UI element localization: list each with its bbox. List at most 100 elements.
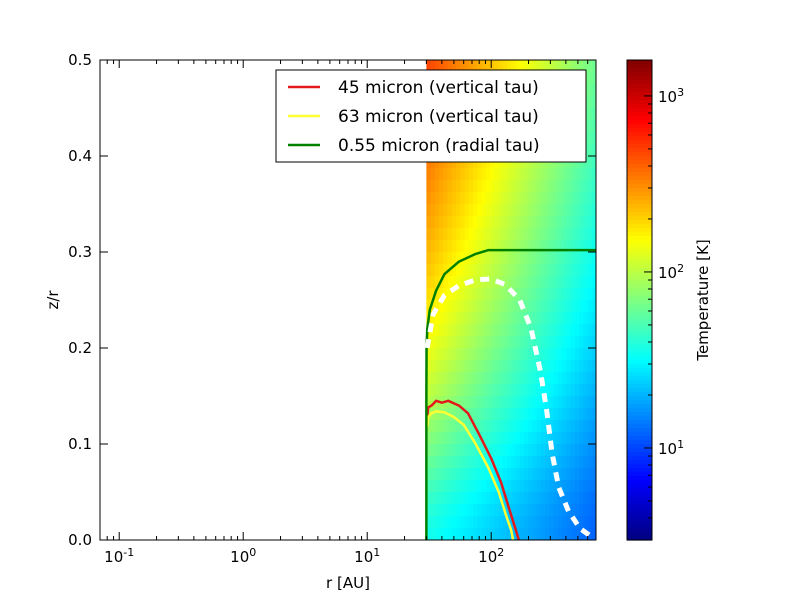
heatmap-cell [583,60,589,73]
heatmap-cell [430,372,436,385]
heatmap-cell [540,276,546,289]
heatmap-cell [587,312,593,325]
colorbar-cell [627,396,652,401]
heatmap-cell [532,300,538,313]
heatmap-cell [574,504,580,517]
heatmap-cell [515,444,521,457]
heatmap-cell [439,60,444,73]
heatmap-cell [439,516,444,529]
heatmap-cell [532,384,538,397]
heatmap-cell [545,516,550,529]
heatmap-cell [451,432,457,445]
heatmap-cell [443,432,449,445]
heatmap-cell [515,432,521,445]
heatmap-cell [489,216,495,229]
heatmap-cell [456,456,461,469]
heatmap-cell [451,504,457,517]
heatmap-cell [498,384,504,397]
heatmap-cell [494,168,500,181]
heatmap-cell [426,300,432,313]
heatmap-cell [456,336,461,349]
heatmap-cell [545,480,550,493]
heatmap-cell [566,408,572,421]
heatmap-cell [489,528,495,540]
heatmap-cell [579,336,584,349]
heatmap-cell [434,516,440,529]
heatmap-cell [430,60,436,73]
heatmap-cell [485,408,491,421]
heatmap-cell [574,276,580,289]
heatmap-cell [591,300,596,313]
heatmap-cell [473,504,478,517]
heatmap-cell [574,312,580,325]
colorbar-cell [627,392,652,397]
heatmap-cell [570,360,576,373]
heatmap-cell [579,204,584,217]
heatmap-cell [434,336,440,349]
heatmap-cell [489,492,495,505]
heatmap-cell [540,456,546,469]
heatmap-cell [515,204,521,217]
heatmap-cell [460,432,466,445]
heatmap-cell [591,276,596,289]
series-line-0 [426,399,521,540]
heatmap-cell [519,372,525,385]
heatmap-cell [502,480,508,493]
heatmap-cell [549,360,555,373]
heatmap-cell [591,456,596,469]
heatmap-cell [451,456,457,469]
heatmap-cell [481,432,487,445]
heatmap-cell [443,264,449,277]
heatmap-cell [506,492,512,505]
colorbar-cell [627,532,652,537]
heatmap-cell [434,180,440,193]
heatmap-cell [464,516,470,529]
heatmap-cell [451,384,457,397]
colorbar-cell [627,416,652,421]
heatmap-cell [528,528,533,540]
heatmap-cell [489,348,495,361]
heatmap-cell [447,480,453,493]
heatmap-cell [579,252,584,265]
heatmap-cell [464,240,470,253]
heatmap-cell [439,324,444,337]
heatmap-cell [545,60,550,73]
heatmap-cell [545,276,550,289]
colorbar-cell [627,248,652,253]
heatmap-cell [574,168,580,181]
colorbar-cell [627,184,652,189]
heatmap-cell [519,492,525,505]
heatmap-cell [515,288,521,301]
heatmap-cell [506,168,512,181]
heatmap-cell [468,204,474,217]
heatmap-cell [468,504,474,517]
heatmap-cell [481,528,487,540]
heatmap-cell [473,468,478,481]
heatmap-cell [485,192,491,205]
heatmap-cell [553,216,559,229]
heatmap-cell [477,528,483,540]
heatmap-cell [579,408,584,421]
series-line-2 [425,248,596,540]
heatmap-cell [566,288,572,301]
heatmap-cell [434,228,440,241]
heatmap-cell [532,228,538,241]
heatmap-cell [579,228,584,241]
heatmap-cell [485,372,491,385]
heatmap-cell [468,372,474,385]
heatmap-cell [456,396,461,409]
heatmap-cell [511,360,517,373]
heatmap-cell [545,360,550,373]
heatmap-cell [523,444,529,457]
heatmap-cell [439,372,444,385]
heatmap-cell [536,312,542,325]
heatmap-cell [506,324,512,337]
heatmap-cell [540,252,546,265]
heatmap-cell [511,384,517,397]
heatmap-cell [562,348,567,361]
heatmap-cell [566,264,572,277]
heatmap-cell [511,504,517,517]
colorbar-cell [627,488,652,493]
heatmap-cell [443,444,449,457]
heatmap-cell [506,336,512,349]
